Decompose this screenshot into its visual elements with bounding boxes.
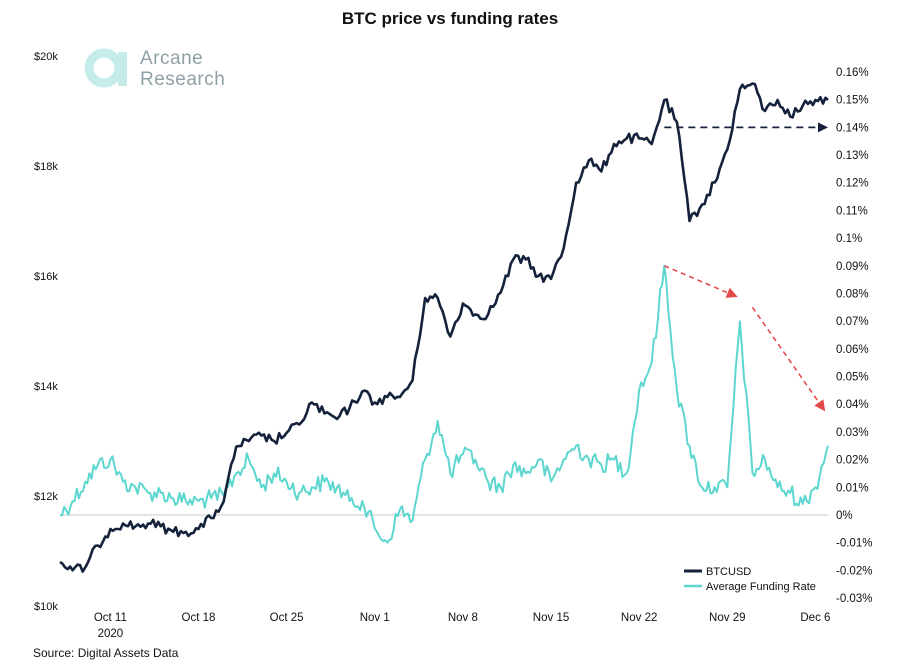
y-right-tick-label: 0.03% (836, 427, 869, 439)
funding-rate-line (59, 264, 829, 544)
y-left-tick-label: $18k (34, 161, 58, 173)
y-right-tick-label: 0.01% (836, 482, 869, 494)
y-left-tick-label: $14k (34, 381, 58, 393)
y-right-tick-label: 0.06% (836, 344, 869, 356)
y-right-tick-label: 0.08% (836, 288, 869, 300)
logo-line-2: Research (140, 69, 226, 90)
dashed-arrow-red (664, 265, 738, 298)
annotations (664, 122, 828, 412)
y-right-tick-label: 0.09% (836, 261, 869, 273)
y-left-tick-label: $10k (34, 601, 58, 613)
logo-line-1: Arcane (140, 48, 204, 69)
y-right-tick-label: 0.1% (836, 233, 862, 245)
x-axis: Oct 11 Oct 18 Oct 25 Nov 1 Nov 8 Nov 15 Nov 22… (94, 612, 831, 640)
right-axis: -0.03% -0.02% -0.01% 0% 0.01% 0.02% 0.03% 0.04%… (836, 67, 872, 605)
left-axis: $10k $12k $14k $16k $18k $20k (34, 51, 58, 613)
y-left-tick-label: $20k (34, 51, 58, 63)
y-right-tick-label: 0.02% (836, 455, 869, 467)
x-tick-label: Nov 1 (360, 612, 390, 624)
y-left-tick-label: $12k (34, 491, 58, 503)
legend-label: Average Funding Rate (706, 581, 816, 593)
chart-title: BTC price vs funding rates (341, 9, 559, 28)
arcane-logo-icon (84, 48, 127, 88)
legend: BTCUSD Average Funding Rate (684, 566, 816, 593)
y-right-tick-label: 0.07% (836, 316, 869, 328)
y-right-tick-label: 0.11% (836, 205, 868, 217)
y-right-tick-label: 0.13% (836, 150, 869, 162)
x-year-label: 2020 (98, 628, 124, 640)
y-left-tick-label: $16k (34, 271, 58, 283)
y-right-tick-label: 0.14% (836, 122, 869, 134)
x-tick-label: Oct 18 (182, 612, 216, 624)
legend-label: BTCUSD (706, 566, 751, 578)
x-tick-label: Nov 15 (533, 612, 569, 624)
x-tick-label: Dec 6 (800, 612, 830, 624)
y-right-tick-label: 0.16% (836, 67, 869, 79)
x-tick-label: Oct 25 (270, 612, 304, 624)
source-note: Source: Digital Assets Data (33, 646, 179, 660)
y-right-tick-label: -0.01% (836, 538, 872, 550)
y-right-tick-label: -0.03% (836, 593, 872, 605)
y-right-tick-label: 0% (836, 510, 853, 522)
y-right-tick-label: -0.02% (836, 565, 872, 577)
x-tick-label: Nov 8 (448, 612, 478, 624)
dashed-arrow-red (751, 306, 826, 412)
arcane-research-logo: Arcane Research (84, 46, 244, 90)
y-right-tick-label: 0.15% (836, 95, 869, 107)
y-right-tick-label: 0.05% (836, 372, 869, 384)
logo-wordmark: Arcane Research (140, 48, 225, 90)
x-tick-label: Oct 11 (94, 612, 127, 624)
y-right-tick-label: 0.04% (836, 399, 869, 411)
series-lines (59, 82, 829, 573)
btc-price-line (59, 82, 829, 573)
x-tick-label: Nov 29 (709, 612, 745, 624)
x-tick-label: Nov 22 (621, 612, 657, 624)
y-right-tick-label: 0.12% (836, 178, 869, 190)
